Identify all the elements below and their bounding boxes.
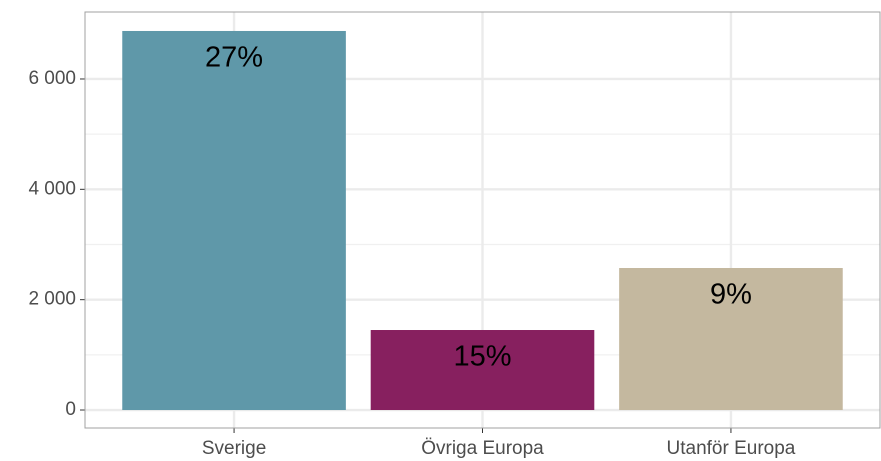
y-tick-label: 6 000 xyxy=(28,68,76,89)
bar xyxy=(619,268,843,411)
x-tick-label: Utanför Europa xyxy=(667,438,796,459)
y-tick-label: 0 xyxy=(65,399,76,420)
y-tick-label: 2 000 xyxy=(28,289,76,310)
bar xyxy=(370,330,595,411)
bar-label: 15% xyxy=(453,341,511,373)
y-tick-label: 4 000 xyxy=(28,178,76,199)
bar-label: 9% xyxy=(710,279,752,311)
x-tick-label: Övriga Europa xyxy=(421,438,544,459)
panel-border xyxy=(84,11,881,429)
x-tick-label: Sverige xyxy=(202,438,266,459)
bar-label: 27% xyxy=(205,42,263,74)
bar xyxy=(122,30,346,411)
